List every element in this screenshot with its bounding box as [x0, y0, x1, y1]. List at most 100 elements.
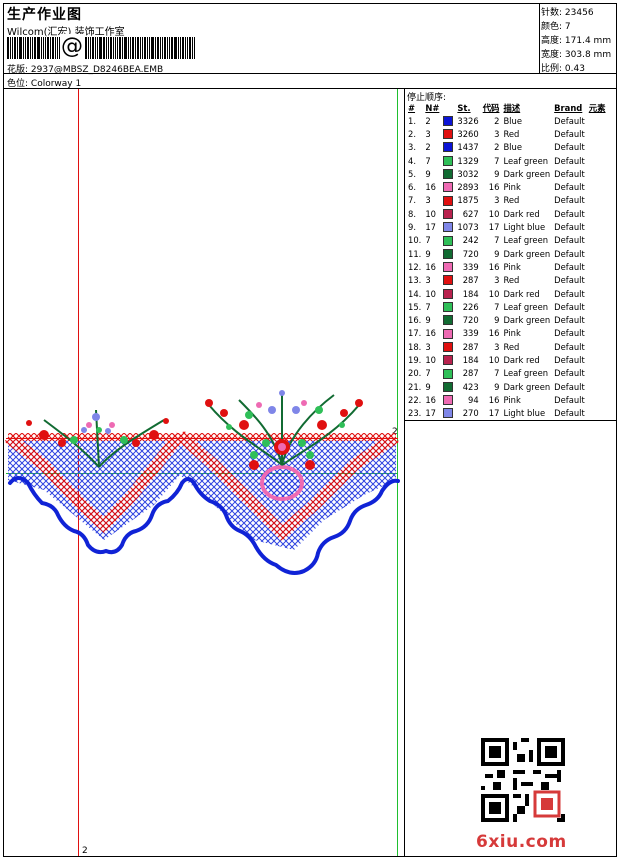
stat-width: 宽度: 303.8 mm [541, 50, 612, 60]
swatch-box [443, 368, 454, 379]
row-index: 10. [408, 235, 422, 246]
stitch-count: 627 [462, 208, 479, 219]
barcode-bar [162, 37, 163, 59]
needle-number: 16 [425, 182, 436, 193]
brand: Default [554, 341, 585, 352]
barcode-bar [194, 37, 195, 59]
color-description: Dark green [503, 248, 551, 259]
table-row: 22. 16 94 16 Pink Default [406, 393, 608, 406]
barcode-bar [169, 37, 170, 59]
needle-number: 17 [425, 408, 436, 419]
color-swatch [441, 234, 455, 247]
brand: Default [554, 354, 585, 365]
row-index: 2. [408, 128, 416, 139]
swatch-box [443, 222, 454, 233]
header-divider-vertical [539, 4, 540, 73]
red-zigzag-right [176, 430, 400, 542]
color-description: Leaf green [503, 368, 549, 379]
stat-height: 高度: 171.4 mm [541, 36, 612, 46]
color-description: Dark green [503, 168, 551, 179]
colorway-label: 色位: [7, 79, 29, 89]
needle-number: 3 [425, 195, 431, 206]
col-element: 元素 [588, 102, 606, 113]
needle-number: 10 [425, 354, 436, 365]
barcode-bar [135, 37, 136, 59]
barcode-bar [167, 37, 168, 59]
stitch-count: 184 [462, 354, 479, 365]
brand: Default [554, 408, 585, 419]
stitch-count: 287 [462, 275, 479, 286]
red-flowers [26, 399, 363, 470]
barcode-bar [108, 37, 109, 59]
stop-sequence-table: # N# St. 代码 描述 Brand 元素 1. 2 3326 2 Blue Defa… [406, 101, 608, 420]
needle-number: 7 [425, 368, 431, 379]
brand: Default [554, 328, 585, 339]
colorway-line: 色位: Colorway 1 [7, 76, 81, 89]
col-code: 代码 [482, 102, 500, 113]
barcode-bar [185, 37, 186, 59]
pink-blossoms [86, 400, 307, 451]
barcode-bar [157, 37, 159, 59]
flower-basket [260, 465, 304, 501]
needle-number: 9 [425, 381, 431, 392]
table-row: 2. 3 3260 3 Red Default [406, 127, 608, 140]
color-code: 10 [488, 354, 500, 365]
barcode-bar [149, 37, 150, 59]
table-row: 23. 17 270 17 Light blue Default [406, 407, 608, 420]
panel-divider [404, 88, 405, 856]
barcode-bar [144, 37, 146, 59]
color-code: 16 [488, 328, 500, 339]
page-title: 生产作业图 [7, 7, 82, 23]
swatch-box [443, 248, 454, 259]
barcode-bar [151, 37, 154, 59]
needle-number: 2 [425, 142, 431, 153]
needle-number: 16 [425, 328, 436, 339]
design-file: 2937@MBSZ_D8246BEA.EMB [30, 65, 164, 75]
barcode-bar [50, 37, 51, 59]
swatch-box [443, 155, 454, 166]
element [587, 274, 608, 287]
needle-number: 16 [425, 261, 436, 272]
scallop-border [8, 476, 400, 575]
brand: Default [554, 222, 585, 233]
swatch-box [443, 408, 454, 419]
barcode-bar [140, 37, 141, 59]
row-index: 6. [408, 182, 416, 193]
swatch-box [443, 262, 454, 273]
swatch-box [443, 115, 454, 126]
color-code: 9 [494, 248, 500, 259]
barcode-bar [30, 37, 31, 59]
color-description: Red [503, 275, 520, 286]
brand: Default [554, 381, 585, 392]
barcode-bar [103, 37, 105, 59]
swatch-box [443, 315, 454, 326]
row-index: 21. [408, 381, 422, 392]
barcode-bar [160, 37, 161, 59]
barcode-bar [142, 37, 143, 59]
barcode-bar [27, 37, 29, 59]
stitch-count: 287 [462, 368, 479, 379]
barcode-bar [122, 37, 123, 59]
table-row: 17. 16 339 16 Pink Default [406, 327, 608, 340]
barcode-bar [164, 37, 166, 59]
color-swatch [441, 393, 455, 406]
color-swatch [441, 247, 455, 260]
barcode-bar [14, 37, 16, 59]
col-index: # [408, 102, 416, 113]
stitch-count: 423 [462, 381, 479, 392]
table-bottom-divider [405, 420, 616, 421]
color-swatch [441, 220, 455, 233]
color-swatch [441, 127, 455, 140]
needle-number: 3 [425, 275, 431, 286]
color-description: Leaf green [503, 155, 549, 166]
barcode-bar [182, 37, 184, 59]
color-code: 2 [494, 115, 500, 126]
qr-code [481, 738, 565, 822]
row-index: 7. [408, 195, 416, 206]
barcode-bar [97, 37, 98, 59]
element [587, 393, 608, 406]
color-code: 2 [494, 142, 500, 153]
color-description: Dark red [503, 354, 540, 365]
element [587, 234, 608, 247]
barcode-bar [189, 37, 191, 59]
